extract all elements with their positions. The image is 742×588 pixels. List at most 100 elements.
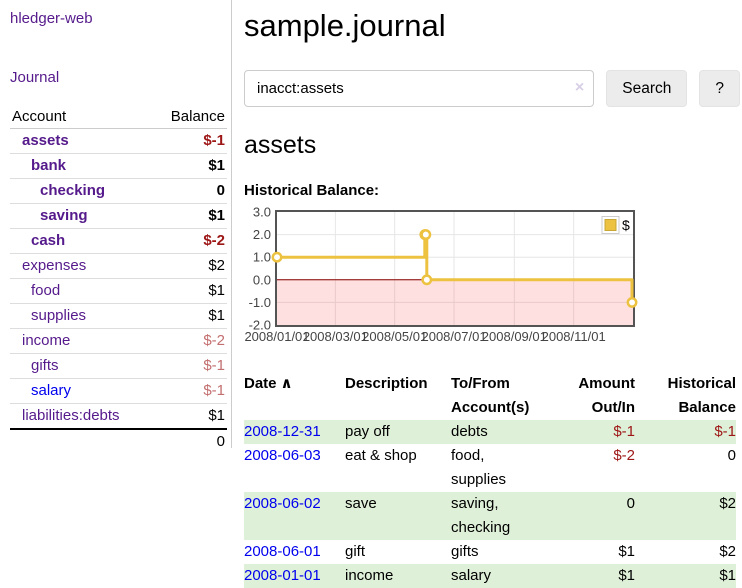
- account-balance: $-2: [152, 328, 227, 354]
- sort-asc-icon: ∧: [280, 375, 293, 392]
- account-balance: $2: [152, 253, 227, 279]
- account-row: gifts $-1: [10, 353, 227, 379]
- transaction-balance: $1: [719, 567, 736, 584]
- svg-text:0.0: 0.0: [253, 272, 271, 287]
- transaction-date-link[interactable]: 2008-06-03: [244, 447, 321, 464]
- transaction-date-cell: 2008-12-31: [244, 420, 345, 444]
- transaction-accounts: debts: [451, 423, 488, 440]
- transaction-accounts: gifts: [451, 543, 479, 560]
- transaction-date-link[interactable]: 2008-06-01: [244, 543, 321, 560]
- svg-text:-1.0: -1.0: [249, 295, 271, 310]
- search-input[interactable]: [244, 70, 595, 107]
- account-row: liabilities:debts $1: [10, 403, 227, 430]
- svg-text:2008/07/01: 2008/07/01: [421, 329, 486, 344]
- page-title: sample.journal: [244, 8, 446, 43]
- transaction-amount: 0: [626, 495, 635, 512]
- accounts-header-account: Account: [10, 105, 153, 129]
- transaction-amount: $-2: [613, 447, 635, 464]
- transaction-balance: $-1: [714, 423, 736, 440]
- transaction-date-link[interactable]: 2008-01-01: [244, 567, 321, 584]
- svg-text:3.0: 3.0: [253, 205, 271, 220]
- transaction-date-link[interactable]: 2008-12-31: [244, 423, 321, 440]
- account-link[interactable]: income: [22, 332, 71, 349]
- transaction-date-cell: 2008-01-01: [244, 564, 345, 588]
- register-tbody: 2008-12-31 pay off debts $-1 $-1 2008-06…: [244, 420, 736, 588]
- account-link[interactable]: bank: [31, 157, 67, 174]
- account-row: food $1: [10, 278, 227, 304]
- account-name-cell: food: [10, 278, 153, 304]
- search-button[interactable]: Search: [606, 70, 688, 107]
- historical-balance-chart: $3.0 2.0 1.0 0.0 -1.0 -2.02008/01/012008/03/0…: [244, 205, 638, 344]
- account-link[interactable]: salary: [31, 382, 72, 399]
- account-name-cell: bank: [10, 153, 153, 179]
- transaction-date-cell: 2008-06-03: [244, 444, 345, 492]
- account-balance: $1: [152, 153, 227, 179]
- account-balance: $-1: [152, 128, 227, 154]
- register-header-description: Description: [345, 375, 428, 392]
- account-name-cell: checking: [10, 178, 153, 204]
- svg-text:2008/11/01: 2008/11/01: [542, 329, 606, 344]
- account-row: cash $-2: [10, 228, 227, 254]
- account-link[interactable]: liabilities:debts: [22, 407, 120, 424]
- account-balance: 0: [152, 178, 227, 204]
- transaction-row: 2008-01-01 income salary $1 $1: [244, 564, 736, 588]
- accounts-tbody: assets $-1 bank $1 checking 0 saving $1 …: [10, 128, 227, 430]
- transaction-row: 2008-12-31 pay off debts $-1 $-1: [244, 420, 736, 444]
- transaction-description: income: [345, 567, 394, 584]
- account-name-cell: gifts: [10, 353, 153, 379]
- accounts-total-spacer: [10, 428, 153, 454]
- chart-title: Historical Balance:: [244, 182, 380, 199]
- account-row: bank $1: [10, 153, 227, 179]
- transaction-date-link[interactable]: 2008-06-02: [244, 495, 321, 512]
- accounts-header-balance: Balance: [152, 105, 227, 129]
- account-name-cell: salary: [10, 378, 153, 404]
- account-link[interactable]: cash: [31, 232, 66, 249]
- account-link[interactable]: gifts: [31, 357, 59, 374]
- transaction-balance: $2: [719, 495, 736, 512]
- transaction-balance: 0: [727, 447, 736, 464]
- svg-text:2008/05/01: 2008/05/01: [362, 329, 427, 344]
- account-row: supplies $1: [10, 303, 227, 329]
- account-heading: assets: [244, 131, 317, 159]
- transaction-description: pay off: [345, 423, 390, 440]
- accounts-total-row: 0: [10, 428, 227, 454]
- accounts-table: Account Balance assets $-1 bank $1 check…: [10, 105, 227, 454]
- register-header-accounts: To/From Account(s): [451, 375, 530, 416]
- register-header-date[interactable]: Date ∧: [244, 375, 293, 392]
- account-link[interactable]: expenses: [22, 257, 87, 274]
- account-link[interactable]: supplies: [31, 307, 87, 324]
- account-name-cell: cash: [10, 228, 153, 254]
- transaction-row: 2008-06-01 gift gifts $1 $2: [244, 540, 736, 564]
- register-header-row: Date ∧ Description To/From Account(s) Amo…: [244, 372, 736, 420]
- account-link[interactable]: food: [31, 282, 61, 299]
- account-balance: $1: [152, 278, 227, 304]
- svg-text:2008/03/01: 2008/03/01: [303, 329, 368, 344]
- account-link[interactable]: saving: [40, 207, 88, 224]
- account-link[interactable]: checking: [40, 182, 106, 199]
- transaction-balance: $2: [719, 543, 736, 560]
- register-table: Date ∧ Description To/From Account(s) Amo…: [244, 372, 736, 588]
- clear-search-icon[interactable]: ×: [574, 79, 585, 96]
- account-balance: $1: [152, 403, 227, 430]
- account-link[interactable]: assets: [22, 132, 69, 149]
- help-button[interactable]: ?: [699, 70, 740, 107]
- app-title-link[interactable]: hledger-web: [10, 10, 93, 27]
- svg-text:2.0: 2.0: [253, 227, 271, 242]
- svg-text:1.0: 1.0: [253, 250, 271, 265]
- accounts-total-value: 0: [152, 428, 227, 454]
- svg-text:-2.0: -2.0: [249, 318, 271, 333]
- transaction-row: 2008-06-03 eat & shop food, supplies $-2…: [244, 444, 736, 492]
- account-row: income $-2: [10, 328, 227, 354]
- transaction-accounts: saving, checking: [451, 495, 511, 536]
- main-content: sample.journal × Search ? assets Histori…: [244, 0, 740, 588]
- transaction-amount: $-1: [613, 423, 635, 440]
- accounts-header-row: Account Balance: [10, 105, 227, 129]
- transaction-date-cell: 2008-06-02: [244, 492, 345, 540]
- register-header-balance: Historical Balance: [667, 375, 736, 416]
- account-balance: $1: [152, 203, 227, 229]
- sidebar-item-journal[interactable]: Journal: [10, 69, 60, 86]
- account-name-cell: income: [10, 328, 153, 354]
- transaction-accounts: food, supplies: [451, 447, 507, 488]
- account-balance: $-2: [152, 228, 227, 254]
- transaction-description: eat & shop: [345, 447, 417, 464]
